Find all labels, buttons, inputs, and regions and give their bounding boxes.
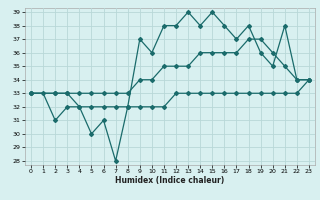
X-axis label: Humidex (Indice chaleur): Humidex (Indice chaleur): [116, 176, 225, 185]
